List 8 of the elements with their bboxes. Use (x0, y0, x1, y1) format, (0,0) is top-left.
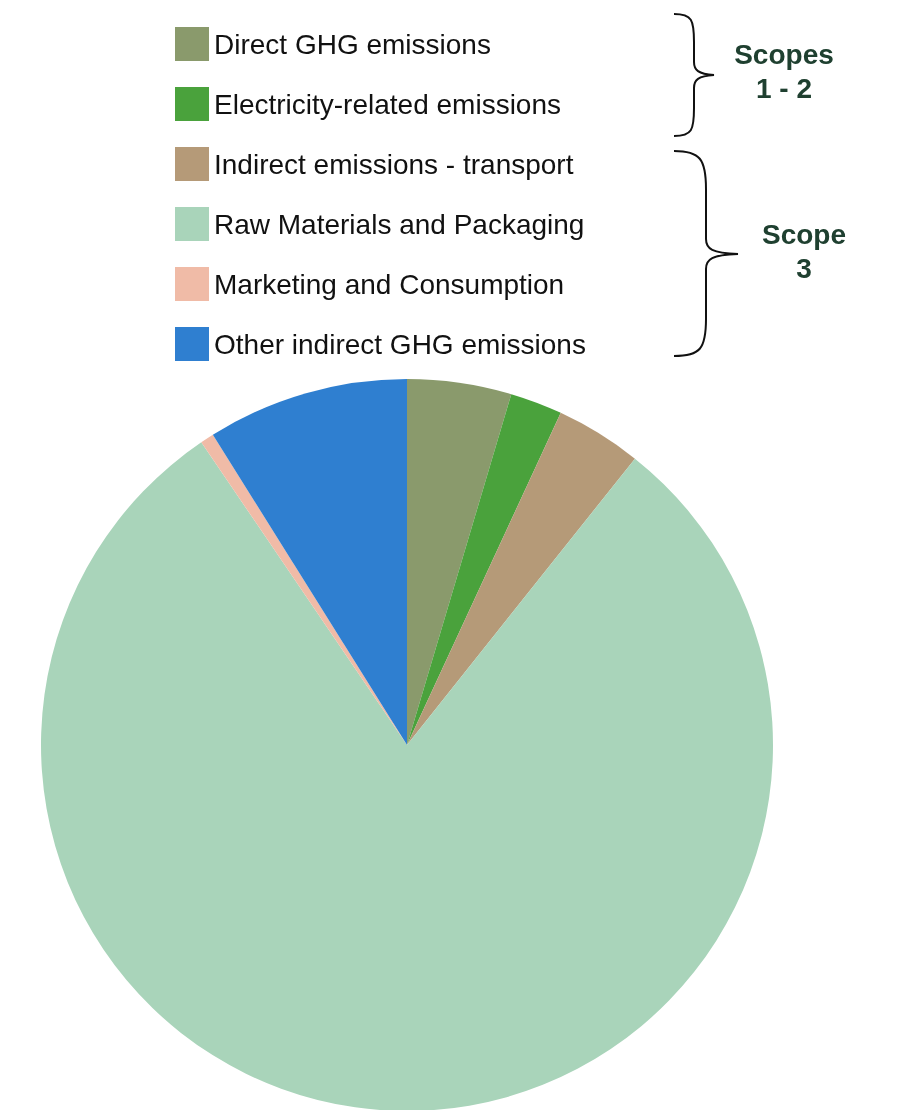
text: Scopes 1 - 2 (733, 38, 835, 106)
legend-label: Marketing and Consumption (214, 268, 565, 300)
legend-label: Indirect emissions - transport (214, 148, 574, 180)
legend-label: Direct GHG emissions (214, 28, 491, 60)
legend-label: Electricity-related emissions (214, 88, 561, 120)
legend-label: Other indirect GHG emissions (214, 328, 586, 360)
text: Scope 3 (761, 218, 847, 286)
legend-label: Raw Materials and Packaging (214, 208, 585, 240)
